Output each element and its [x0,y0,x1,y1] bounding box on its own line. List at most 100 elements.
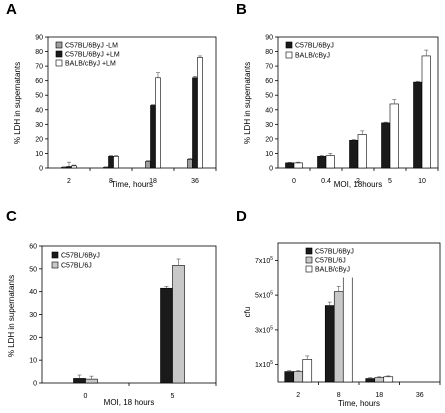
y-tick-label: 7x105 [255,256,273,265]
bar [342,263,353,383]
legend-box [283,39,339,65]
y-tick-label: 30 [35,122,43,129]
legend-label: BALB/cByJ +LM [65,61,116,68]
y-tick-label: 50 [29,266,37,273]
y-tick-mantissa: 1x10 [255,362,270,369]
y-tick-label: 20 [265,136,273,143]
legend-box [53,39,125,72]
y-tick-label: 3x105 [255,325,273,334]
y-tick-label: 0 [39,166,43,173]
legend-swatch [55,50,63,58]
y-tick-label: 10 [29,358,37,365]
x-tick-label: 2 [356,178,360,185]
y-tick-label: 90 [35,35,43,42]
bar [284,371,295,383]
x-axis-title: MOI, 18hours [334,180,382,189]
y-tick-label: 80 [265,49,273,56]
y-tick-label: 10 [35,151,43,158]
bar [150,105,156,169]
bar [302,359,313,383]
bar [333,291,344,383]
bar [421,55,431,169]
y-tick-exponent: 5 [270,360,273,366]
x-tick-label: 2 [296,392,300,399]
bar [103,166,109,169]
legend: C57BL/6ByJ BALB/cByJ [283,39,339,65]
y-axis-title: cfu [243,307,252,318]
bar [71,165,77,169]
bar [160,287,173,384]
bar [108,156,114,169]
x-tick-label: 36 [416,392,424,399]
y-tick-label: 70 [265,64,273,71]
bar [293,371,304,383]
bar [389,103,399,169]
legend-swatch [305,256,313,264]
x-tick-label: 5 [388,178,392,185]
bar [73,378,86,384]
x-tick-label: 36 [191,178,199,185]
x-tick-label: 10 [418,178,426,185]
legend-box [303,245,361,278]
x-tick-label: 0 [292,178,296,185]
y-tick-label: 80 [35,49,43,56]
y-tick-mantissa: 5x10 [255,293,270,300]
bar [357,134,367,169]
bar [365,378,376,383]
legend: C57BL/6ByJ C57BL/6J [49,249,105,275]
legend-label: C57BL/6J [315,258,346,265]
legend: C57BL/6ByJ -LM C57BL/6ByJ +LM BALB/cByJ +L… [53,39,125,72]
x-tick-label: 18 [149,178,157,185]
legend-swatch [51,251,59,259]
y-tick-exponent: 5 [270,256,273,262]
legend-label: C57BL/6ByJ [315,249,354,256]
chart-panel-b: B 0 10 20 30 40 50 60 70 80 90 0 0.4 2 5 10 MOI, 18hours… [236,1,439,189]
panel-letter: A [6,1,17,18]
y-tick-label: 60 [29,244,37,251]
y-tick-label: 0 [269,166,273,173]
y-tick-label: 30 [29,312,37,319]
legend-label: C57BL/6ByJ [295,43,334,50]
legend: C57BL/6ByJ C57BL/6J BALB/cByJ [303,245,361,278]
y-tick-label: 90 [265,35,273,42]
bar [66,166,72,169]
y-tick-label: 20 [35,136,43,143]
bar [172,265,185,384]
legend-label: C57BL/6ByJ -LM [65,43,118,50]
y-tick-label: 5x105 [255,291,273,300]
bar [383,376,394,383]
bar [85,378,98,384]
y-tick-label: 10 [265,151,273,158]
y-tick-mantissa: 7x10 [255,258,270,265]
y-tick-exponent: 5 [270,291,273,297]
x-tick-label: 8 [109,178,113,185]
legend-swatch [305,247,313,255]
y-tick-label: 70 [35,64,43,71]
legend-swatch [285,41,293,49]
y-tick-label: 0 [33,381,37,388]
bar [187,158,193,169]
panel-letter: D [236,208,247,225]
x-tick-label: 8 [337,392,341,399]
bar [197,57,203,169]
bar [325,155,335,169]
x-tick-label: 18 [375,392,383,399]
legend-swatch [55,59,63,67]
y-tick-label: 1x105 [255,360,273,369]
legend-swatch [305,265,313,273]
chart-panel-c: C 0 10 20 30 40 50 60 0 5 MOI, 18 hours % LDH in su… [6,208,217,407]
y-tick-exponent: 5 [270,325,273,331]
y-tick-label: 60 [35,78,43,85]
y-tick-mantissa: 3x10 [255,327,270,334]
y-tick-label: 50 [35,93,43,100]
legend-box [49,249,105,275]
y-tick-label: 40 [29,289,37,296]
bar [324,305,335,383]
bar [349,140,359,169]
bar [317,156,327,169]
y-tick-label: 50 [265,93,273,100]
y-tick-label: 60 [265,78,273,85]
y-tick-label: 20 [29,335,37,342]
